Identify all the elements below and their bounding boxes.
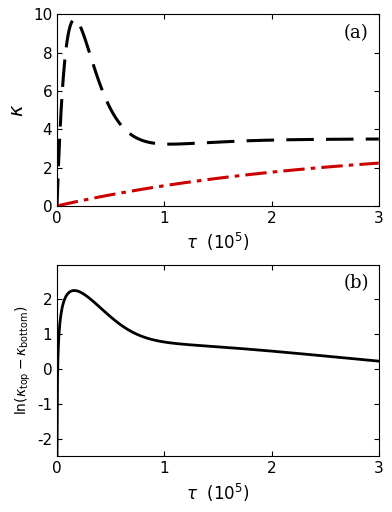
Y-axis label: ln($\kappa_{\rm top} - \kappa_{\rm bottom}$): ln($\kappa_{\rm top} - \kappa_{\rm botto… — [14, 306, 33, 415]
Y-axis label: $\kappa$: $\kappa$ — [8, 103, 27, 117]
X-axis label: $\tau$  (10$^5$): $\tau$ (10$^5$) — [186, 482, 250, 504]
Text: (a): (a) — [344, 24, 368, 42]
X-axis label: $\tau$  (10$^5$): $\tau$ (10$^5$) — [186, 231, 250, 253]
Text: (b): (b) — [343, 274, 369, 292]
